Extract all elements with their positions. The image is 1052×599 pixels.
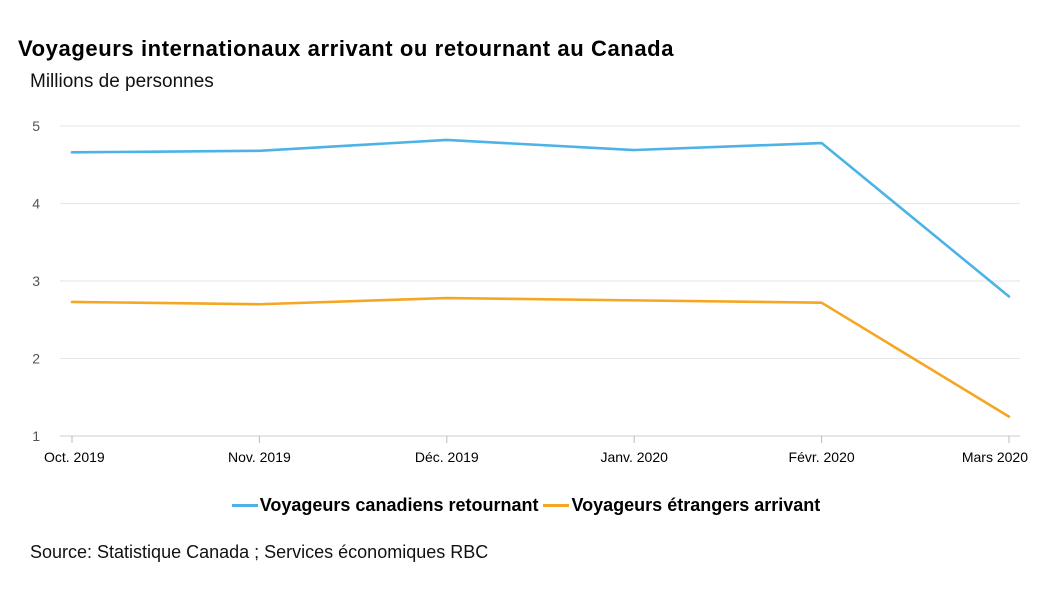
x-tick-label-2: Déc. 2019 bbox=[415, 449, 479, 465]
x-tick-label-3: Janv. 2020 bbox=[600, 449, 668, 465]
legend-swatch-canadiens bbox=[231, 504, 258, 507]
y-tick-label-5: 5 bbox=[32, 118, 40, 134]
legend: Voyageurs canadiens retournant Voyageurs… bbox=[0, 491, 1052, 516]
legend-label-canadiens: Voyageurs canadiens retournant bbox=[259, 495, 539, 515]
series-line-0 bbox=[70, 138, 1011, 298]
y-tick-label-3: 3 bbox=[32, 273, 40, 289]
series-lines bbox=[70, 138, 1011, 418]
x-tick-label-1: Nov. 2019 bbox=[228, 449, 291, 465]
x-axis: Oct. 2019 Nov. 2019 Déc. 2019 Janv. 2020 Fév… bbox=[44, 435, 1028, 465]
legend-item-etrangers: Voyageurs étrangers arrivant bbox=[543, 495, 820, 516]
source-note: Source: Statistique Canada ; Services éc… bbox=[30, 542, 489, 562]
chart-title: Voyageurs internationaux arrivant ou ret… bbox=[18, 36, 675, 61]
legend-swatch-etrangers bbox=[543, 504, 570, 507]
y-tick-label-1: 1 bbox=[32, 428, 40, 444]
chart-subtitle: Millions de personnes bbox=[30, 71, 214, 92]
y-axis-ticks: 1 2 3 4 5 bbox=[32, 118, 40, 444]
legend-label-etrangers: Voyageurs étrangers arrivant bbox=[571, 495, 821, 515]
y-tick-label-2: 2 bbox=[32, 351, 40, 367]
series-line-1 bbox=[70, 296, 1011, 418]
y-tick-label-4: 4 bbox=[32, 196, 40, 212]
gridlines bbox=[60, 125, 1020, 359]
x-tick-label-0: Oct. 2019 bbox=[44, 449, 105, 465]
legend-item-canadiens: Voyageurs canadiens retournant bbox=[231, 495, 539, 516]
x-tick-label-4: Févr. 2020 bbox=[789, 449, 855, 465]
x-tick-label-5: Mars 2020 bbox=[962, 449, 1028, 465]
